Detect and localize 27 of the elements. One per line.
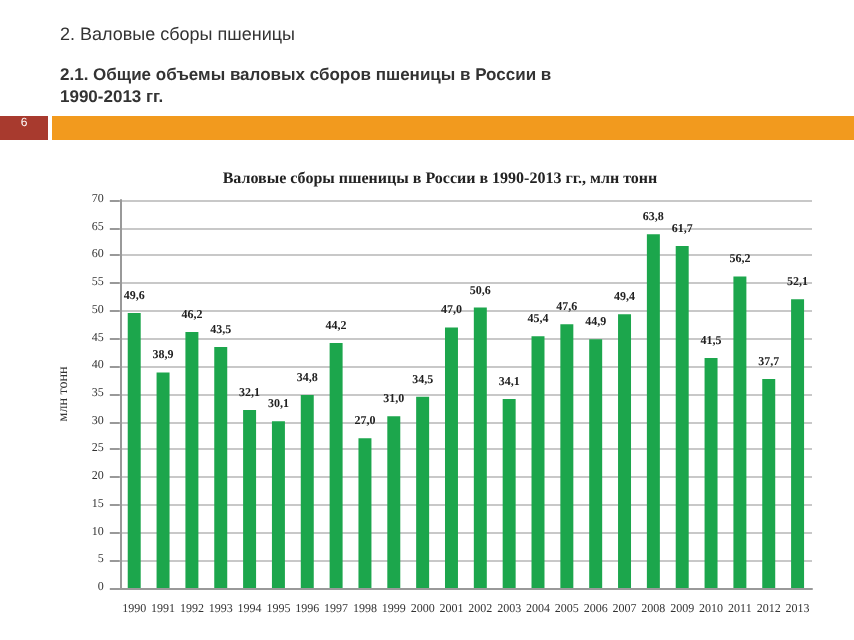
bar	[300, 395, 314, 588]
bar	[127, 313, 141, 588]
bar	[733, 276, 747, 588]
bar	[618, 314, 632, 588]
bar	[531, 336, 545, 588]
bar	[704, 357, 718, 588]
text: 2.1. Общие объемы валовых сборов пшеницы в России в 1990-2013 гг.	[60, 64, 554, 108]
bar	[762, 379, 776, 588]
bar	[243, 410, 257, 588]
bar	[387, 416, 401, 588]
bar	[589, 339, 603, 588]
bar	[185, 331, 199, 588]
bar	[271, 421, 285, 588]
bar	[675, 246, 689, 588]
bar	[416, 396, 430, 588]
bar	[329, 343, 343, 588]
bar	[502, 398, 516, 588]
bar	[560, 324, 574, 588]
chart-title: Валовые сборы пшеницы в России в 1990-2013 гг., млн тонн	[222, 169, 659, 187]
bar	[214, 346, 228, 588]
bar	[646, 234, 660, 588]
text: 2. Валовые сборы пшеницы	[60, 24, 295, 44]
bar	[444, 327, 458, 588]
bar	[358, 438, 372, 588]
bar	[791, 299, 805, 588]
bar	[156, 372, 170, 588]
bar	[473, 307, 487, 588]
